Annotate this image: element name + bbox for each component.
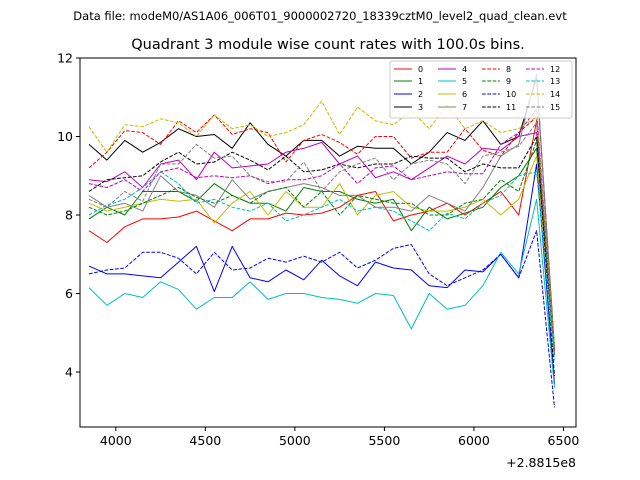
series-line-10 — [88, 230, 555, 408]
file-label: Data file: modeM0/AS1A06_006T01_90000027… — [73, 9, 567, 23]
x-tick-label-4500: 4500 — [189, 433, 221, 448]
y-tick-label-12: 12 — [57, 51, 73, 66]
series-line-8 — [88, 114, 555, 353]
legend-label-14: 14 — [550, 90, 560, 99]
series-line-2 — [88, 163, 555, 384]
series-layer — [88, 73, 555, 408]
legend-label-8: 8 — [506, 65, 511, 74]
legend-box — [389, 60, 573, 119]
y-tick-label-4: 4 — [65, 365, 73, 380]
legend-label-12: 12 — [550, 65, 560, 74]
legend-label-7: 7 — [462, 103, 467, 112]
legend-label-4: 4 — [462, 65, 467, 74]
x-tick-label-6000: 6000 — [458, 433, 490, 448]
series-line-7 — [88, 73, 555, 353]
legend-label-2: 2 — [418, 90, 423, 99]
x-tick-label-5500: 5500 — [368, 433, 400, 448]
series-line-15 — [88, 122, 555, 353]
x-offset-label: +2.8815e8 — [506, 455, 576, 470]
series-line-3 — [88, 77, 555, 349]
legend-label-6: 6 — [462, 90, 467, 99]
y-axis: 4 6 8 10 12 — [57, 51, 80, 380]
legend-label-10: 10 — [506, 90, 516, 99]
series-line-13 — [88, 171, 555, 361]
series-line-11 — [88, 136, 555, 377]
x-tick-label-4000: 4000 — [100, 433, 132, 448]
legend-label-13: 13 — [550, 77, 560, 86]
series-line-6 — [88, 155, 555, 357]
legend-label-0: 0 — [418, 65, 423, 74]
axes-frame — [79, 57, 577, 428]
series-line-9 — [88, 139, 555, 357]
series-line-12 — [88, 108, 555, 353]
legend-label-11: 11 — [506, 103, 516, 112]
series-line-14 — [88, 100, 555, 349]
x-tick-label-6500: 6500 — [548, 433, 580, 448]
y-tick-label-8: 8 — [65, 208, 73, 223]
legend-label-15: 15 — [550, 103, 560, 112]
y-tick-label-6: 6 — [65, 286, 73, 301]
legend-label-1: 1 — [418, 77, 423, 86]
x-axis: 4000 4500 5000 5500 6000 6500 — [100, 427, 580, 448]
legend-label-3: 3 — [418, 103, 423, 112]
y-tick-label-10: 10 — [57, 129, 73, 144]
legend-label-5: 5 — [462, 77, 467, 86]
series-line-4 — [88, 132, 555, 349]
legend-label-9: 9 — [506, 77, 511, 86]
series-line-5 — [88, 198, 555, 388]
x-tick-label-5000: 5000 — [279, 433, 311, 448]
chart-title: Quadrant 3 module wise count rates with … — [131, 37, 525, 53]
series-line-0 — [88, 120, 555, 353]
